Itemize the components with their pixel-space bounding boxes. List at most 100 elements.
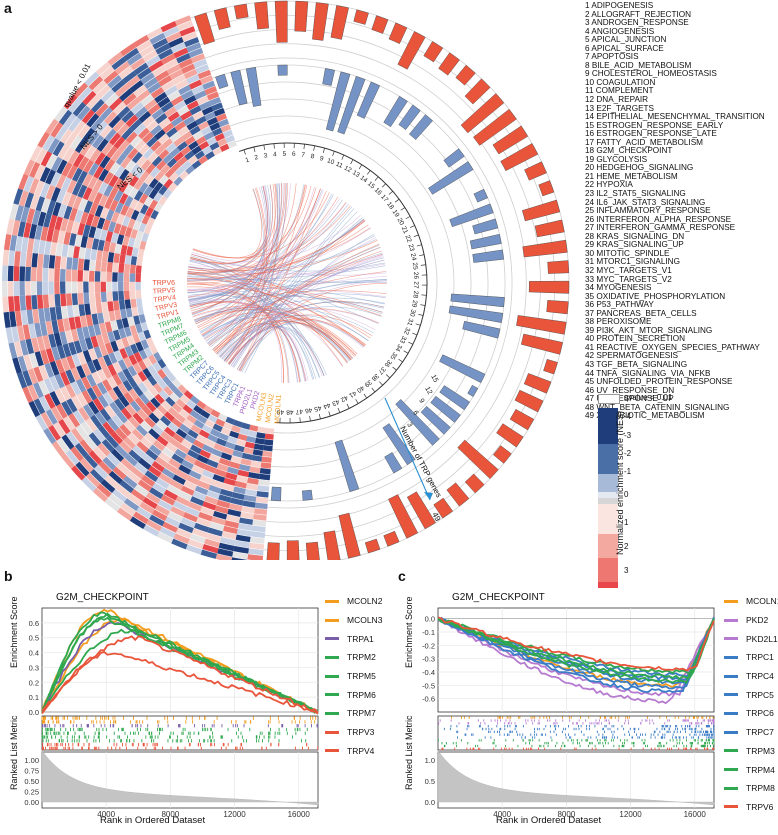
gene-label: TRPV6 [152, 280, 175, 287]
legend-label: TRPM3 [746, 746, 775, 756]
heatmap-cell [112, 291, 118, 301]
heatmap-cell [72, 258, 78, 270]
count-tick [359, 165, 362, 169]
y-tick-label: -0.2 [422, 641, 435, 650]
heatmap-cell [265, 434, 274, 440]
count-tick [412, 333, 417, 335]
chord-link [193, 186, 268, 258]
legend-item: TRPM5 [325, 667, 382, 686]
legend-label: TRPA1 [347, 634, 374, 644]
heatmap-cell [89, 292, 95, 303]
hits-frame [42, 716, 318, 750]
legend-label: TRPC5 [746, 690, 774, 700]
count-tick [386, 375, 390, 378]
qvalue-bar [465, 79, 490, 104]
heatmap-cell [66, 269, 72, 281]
legend-swatch [724, 693, 738, 696]
heatmap-cell [55, 306, 62, 319]
heatmap-cell [252, 520, 266, 527]
qvalue-bar [365, 539, 380, 553]
heatmap-cell [107, 291, 113, 301]
y-tick-label: 0.2 [29, 678, 39, 687]
count-tick [416, 324, 421, 326]
heatmap-cell [125, 255, 132, 265]
heatmap-cell [43, 268, 49, 282]
nes-bar [215, 74, 228, 89]
heatmap-cell [138, 249, 145, 258]
nes-bar [278, 65, 288, 75]
heatmap-cell [118, 282, 123, 291]
qvalue-bar [234, 4, 248, 19]
heatmap-cell [130, 290, 136, 299]
legend-swatch [724, 637, 738, 640]
heatmap-cell [84, 303, 91, 315]
qvalue-bar [424, 41, 443, 62]
set-index-label: 31 [405, 317, 414, 326]
legend-label: TRPM2 [347, 652, 376, 662]
legend-item: TRPM7 [325, 704, 382, 723]
y-tick-label: 0.4 [29, 649, 39, 658]
x-tick-label: 12000 [619, 810, 642, 819]
heatmap-cell [83, 293, 89, 304]
legend-item: TRPC7 [724, 723, 778, 742]
panel-c-ylabel-es: Enrichment Score [404, 596, 414, 668]
legend-label: TRPC6 [746, 708, 774, 718]
heatmap-cell [2, 281, 8, 297]
qvalue-bar [306, 542, 320, 560]
heatmap-cell [89, 260, 95, 271]
heatmap-cell [43, 254, 49, 268]
heatmap-cell [124, 273, 130, 282]
legend-label: TRPC1 [746, 652, 774, 662]
legend-swatch [325, 749, 339, 752]
heatmap-cell [106, 272, 112, 282]
legend-swatch [724, 787, 738, 790]
count-tick [351, 160, 353, 164]
nes-bar [451, 294, 505, 307]
count-tick [408, 342, 412, 344]
heatmap-cell [253, 449, 263, 456]
heatmap-cell [102, 251, 109, 262]
qvalue-bar [339, 513, 361, 558]
qvalue-bar [493, 446, 511, 464]
set-index-label: 23 [407, 243, 416, 252]
heatmap-cell [66, 281, 72, 293]
heatmap-cell [37, 267, 43, 281]
qvalue-bar [515, 390, 543, 412]
legend-item: TRPV6 [724, 798, 778, 817]
qvalue-bar [547, 300, 569, 314]
heatmap-cell [125, 299, 131, 308]
qvalue-bar [287, 541, 299, 560]
heatmap-cell [254, 508, 267, 515]
count-tick [395, 199, 399, 202]
count-tick [382, 184, 386, 188]
heatmap-cell [38, 308, 45, 322]
x-tick-label: 16000 [684, 810, 707, 819]
heatmap-cell [85, 248, 92, 260]
count-tick [314, 146, 315, 151]
legend-label: TRPM6 [347, 690, 376, 700]
heatmap-cell [126, 246, 133, 256]
heatmap-cell [8, 250, 15, 266]
set-index-label: 5 [282, 151, 286, 158]
legend-item: TRPM4 [724, 760, 778, 779]
heatmap-cell [89, 282, 95, 293]
legend-label: TRPV3 [347, 727, 374, 737]
nes-bar [323, 68, 335, 85]
heatmap-cell [14, 251, 21, 266]
count-tick [401, 208, 405, 211]
panel-label-c: c [398, 568, 406, 584]
heatmap-cell [73, 246, 80, 258]
heatmap-cell [251, 525, 265, 532]
count-tick [420, 305, 425, 306]
heatmap-cell [136, 290, 142, 299]
heatmap-cell [54, 294, 60, 307]
heatmap-cell [73, 305, 80, 317]
heatmap-cell [256, 497, 269, 504]
y-tick-label: 0.3 [29, 663, 39, 672]
nes-bar [246, 67, 261, 106]
legend-item: TRPM3 [724, 742, 778, 761]
legend-label: MCOLN3 [347, 615, 382, 625]
count-tick [244, 150, 246, 155]
